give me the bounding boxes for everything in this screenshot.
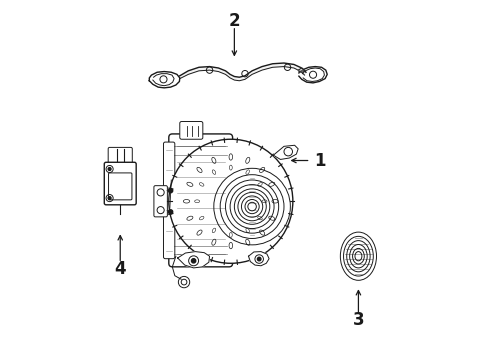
Circle shape <box>192 259 196 263</box>
FancyBboxPatch shape <box>164 142 175 259</box>
Polygon shape <box>178 252 210 268</box>
Circle shape <box>108 197 111 199</box>
Polygon shape <box>248 252 269 266</box>
FancyBboxPatch shape <box>169 134 233 267</box>
Text: 4: 4 <box>115 260 126 278</box>
Circle shape <box>257 257 261 261</box>
FancyBboxPatch shape <box>108 147 132 167</box>
Circle shape <box>169 189 172 193</box>
Text: 3: 3 <box>353 311 364 329</box>
FancyBboxPatch shape <box>154 186 168 217</box>
Text: 2: 2 <box>228 12 240 30</box>
FancyBboxPatch shape <box>104 162 136 205</box>
Circle shape <box>108 168 111 170</box>
Circle shape <box>169 139 293 263</box>
Text: 1: 1 <box>314 152 326 170</box>
Circle shape <box>169 210 172 214</box>
Polygon shape <box>273 145 298 159</box>
FancyBboxPatch shape <box>180 122 203 139</box>
Polygon shape <box>298 68 305 72</box>
Polygon shape <box>149 72 180 88</box>
Polygon shape <box>180 63 306 81</box>
Polygon shape <box>299 67 327 83</box>
